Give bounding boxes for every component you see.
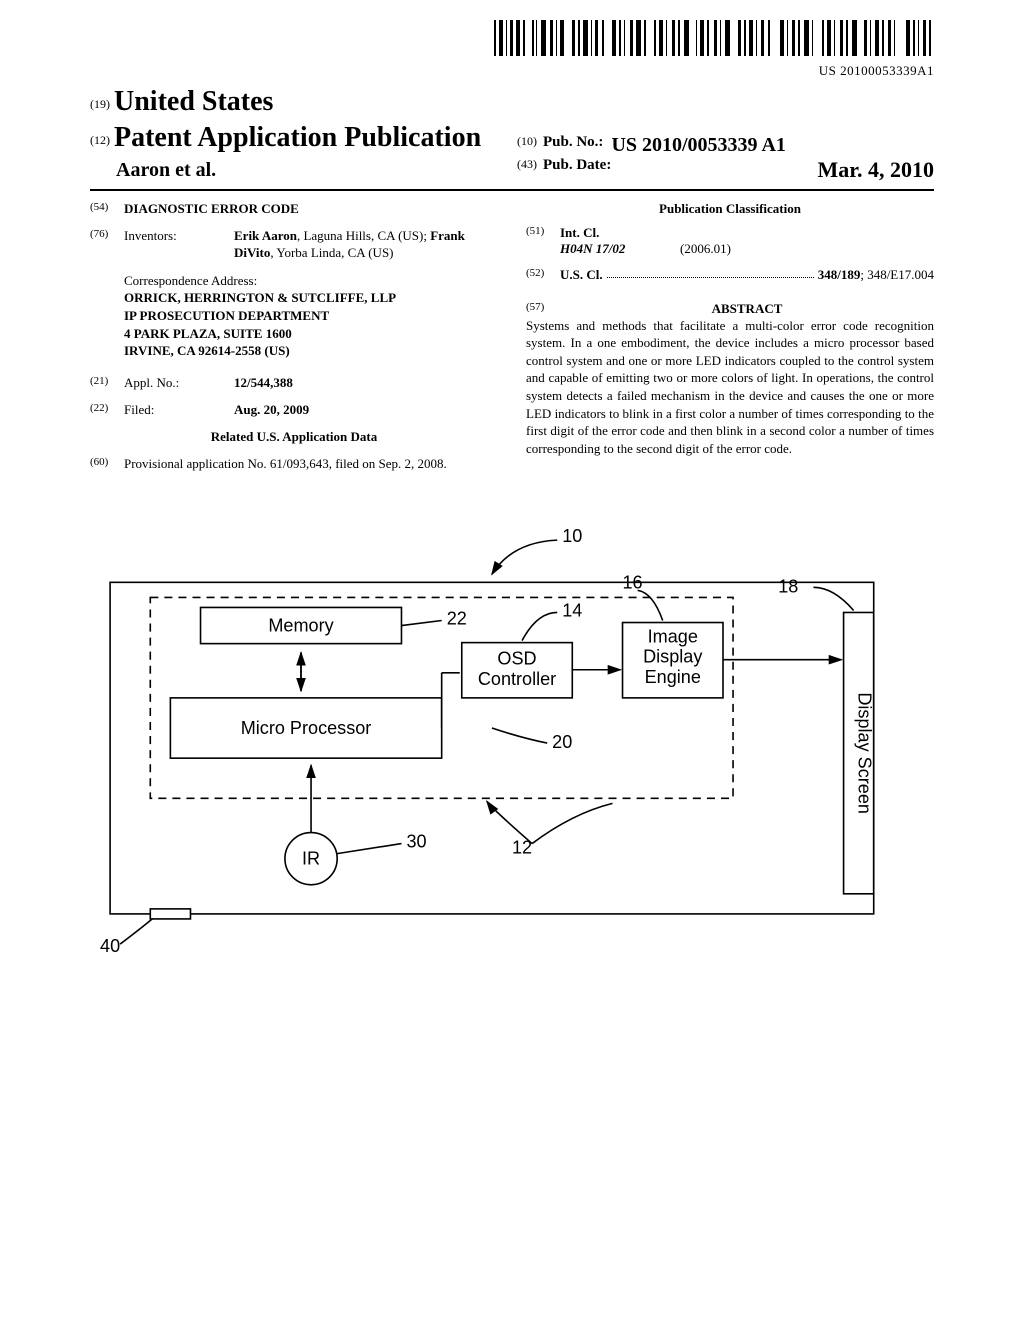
corr-line-2: IP PROSECUTION DEPARTMENT [124, 307, 498, 325]
filed-date: Aug. 20, 2009 [234, 401, 498, 419]
intcl-date: (2006.01) [680, 241, 731, 257]
svg-text:12: 12 [512, 838, 532, 858]
pubno: US 2010/0053339 A1 [611, 134, 785, 157]
country: United States [114, 86, 273, 117]
left-column: (54) DIAGNOSTIC ERROR CODE (76) Inventor… [90, 201, 498, 482]
svg-text:16: 16 [623, 573, 643, 593]
uscl-label: U.S. Cl. [560, 267, 603, 283]
header: (19) United States (12) Patent Applicati… [90, 84, 934, 191]
svg-text:Display: Display [643, 647, 702, 667]
uscl-value: 348/189; 348/E17.004 [818, 267, 934, 283]
svg-text:30: 30 [407, 832, 427, 852]
filed-label: Filed: [124, 401, 234, 419]
inventors-label: Inventors: [124, 227, 234, 262]
svg-text:OSD: OSD [497, 649, 536, 669]
barcode-region: US 20100053339A1 [90, 20, 934, 80]
pubclass-heading: Publication Classification [526, 201, 934, 217]
corr-line-4: IRVINE, CA 92614-2558 (US) [124, 342, 498, 360]
svg-text:Image: Image [648, 627, 698, 647]
inventor-1-rest: , Laguna Hills, CA (US); [297, 228, 430, 243]
inventors: Erik Aaron, Laguna Hills, CA (US); Frank… [234, 227, 498, 262]
corr-label: Correspondence Address: [124, 272, 498, 290]
related-heading: Related U.S. Application Data [90, 429, 498, 445]
field-76-num: (76) [90, 227, 124, 262]
svg-text:40: 40 [100, 936, 120, 956]
svg-text:20: 20 [552, 732, 572, 752]
corr-line-1: ORRICK, HERRINGTON & SUTCLIFFE, LLP [124, 289, 498, 307]
pubdate-label: Pub. Date: [543, 157, 611, 183]
svg-text:14: 14 [562, 601, 582, 621]
abstract-text: Systems and methods that facilitate a mu… [526, 317, 934, 457]
barcode: US 20100053339A1 [494, 20, 934, 79]
right-column: Publication Classification (51) Int. Cl.… [526, 201, 934, 482]
pubdate: Mar. 4, 2010 [611, 157, 934, 183]
svg-text:Engine: Engine [645, 667, 701, 687]
pubno-label: Pub. No.: [543, 134, 603, 157]
barcode-text: US 20100053339A1 [494, 63, 934, 79]
dot-leader [607, 267, 814, 278]
svg-text:Micro Processor: Micro Processor [241, 718, 372, 738]
authors: Aaron et al. [116, 159, 216, 181]
field-51-num: (51) [526, 225, 560, 257]
field-21-num: (21) [90, 374, 124, 392]
field-57-num: (57) [526, 301, 560, 317]
intcl-label: Int. Cl. [560, 225, 934, 241]
svg-text:18: 18 [778, 577, 798, 597]
field-12-num: (12) [90, 133, 110, 147]
correspondence: Correspondence Address: ORRICK, HERRINGT… [124, 272, 498, 360]
figure-diagram: Memory Micro Processor OSD Controller Im… [90, 512, 934, 974]
svg-text:22: 22 [447, 609, 467, 629]
related-text: Provisional application No. 61/093,643, … [124, 455, 498, 473]
field-54-num: (54) [90, 201, 124, 217]
applno-label: Appl. No.: [124, 374, 234, 392]
svg-text:IR: IR [302, 849, 320, 869]
svg-text:Controller: Controller [478, 669, 556, 689]
svg-text:Display Screen: Display Screen [855, 693, 875, 815]
doc-type: Patent Application Publication [114, 122, 481, 153]
intcl-code: H04N 17/02 [560, 241, 680, 257]
svg-text:10: 10 [562, 526, 582, 546]
field-43-num: (43) [517, 157, 543, 183]
svg-text:Memory: Memory [268, 616, 333, 636]
invention-title: DIAGNOSTIC ERROR CODE [124, 201, 299, 217]
field-52-num: (52) [526, 267, 560, 283]
field-19-num: (19) [90, 97, 110, 111]
inventor-1-name: Erik Aaron [234, 228, 297, 243]
field-22-num: (22) [90, 401, 124, 419]
corr-line-3: 4 PARK PLAZA, SUITE 1600 [124, 325, 498, 343]
inventor-2-rest: , Yorba Linda, CA (US) [270, 245, 393, 260]
applno: 12/544,388 [234, 374, 498, 392]
field-60-num: (60) [90, 455, 124, 473]
field-10-num: (10) [517, 134, 543, 157]
abstract-heading: ABSTRACT [560, 301, 934, 317]
